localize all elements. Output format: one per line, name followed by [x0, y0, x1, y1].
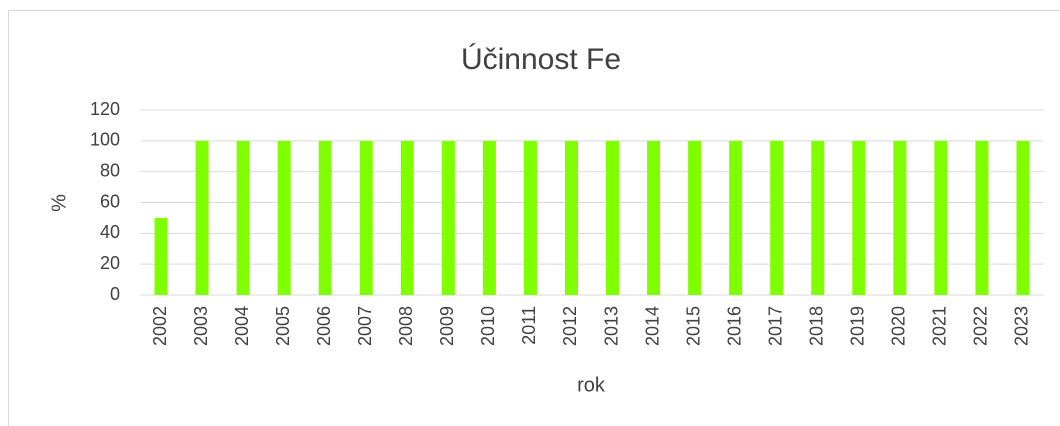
x-tick-label: 2006 [314, 306, 334, 346]
bar [729, 140, 743, 295]
bar [359, 140, 373, 295]
bar [975, 140, 989, 295]
bar [154, 217, 168, 295]
x-tick-label: 2011 [519, 306, 539, 345]
y-tick-label: 20 [100, 253, 120, 273]
x-tick-label: 2016 [724, 306, 744, 346]
bar [277, 140, 291, 295]
x-tick-label: 2020 [889, 306, 909, 346]
bar [606, 140, 620, 295]
x-tick-label: 2010 [478, 306, 498, 346]
bar [811, 140, 825, 295]
bar [400, 140, 414, 295]
x-tick-label: 2004 [232, 306, 252, 346]
bar [564, 140, 578, 295]
bar [318, 140, 332, 295]
bar [647, 140, 661, 295]
y-axis-label: % [48, 194, 70, 212]
x-tick-label: 2014 [642, 306, 662, 346]
x-tick-label: 2017 [765, 306, 785, 346]
bar [523, 140, 537, 295]
y-tick-label: 120 [90, 99, 120, 119]
y-tick-label: 0 [110, 284, 120, 304]
y-tick-label: 40 [100, 222, 120, 242]
y-tick-label: 80 [100, 160, 120, 180]
x-tick-label: 2002 [150, 306, 170, 346]
x-tick-label: 2018 [807, 306, 827, 346]
x-tick-label: 2012 [560, 306, 580, 346]
bar [1016, 140, 1030, 295]
x-tick-label: 2005 [273, 306, 293, 346]
chart-title: Účinnost Fe [461, 43, 621, 76]
bar [770, 140, 784, 295]
x-tick-label: 2015 [683, 306, 703, 346]
bar [236, 140, 250, 295]
x-tick-label: 2008 [396, 306, 416, 346]
y-tick-label: 100 [90, 130, 120, 150]
x-tick-label: 2019 [848, 306, 868, 346]
bar [441, 140, 455, 295]
bar [852, 140, 866, 295]
bar [934, 140, 948, 295]
bar [688, 140, 702, 295]
x-tick-label: 2022 [971, 306, 991, 346]
bar [893, 140, 907, 295]
bar [482, 140, 496, 295]
x-tick-label: 2013 [601, 306, 621, 346]
x-tick-label: 2021 [930, 306, 950, 346]
x-axis-label: rok [577, 374, 606, 396]
x-tick-label: 2007 [355, 306, 375, 346]
x-tick-label: 2003 [191, 306, 211, 346]
y-tick-label: 60 [100, 191, 120, 211]
x-tick-label: 2023 [1012, 306, 1032, 346]
x-tick-label: 2009 [437, 306, 457, 346]
bar [195, 140, 209, 295]
